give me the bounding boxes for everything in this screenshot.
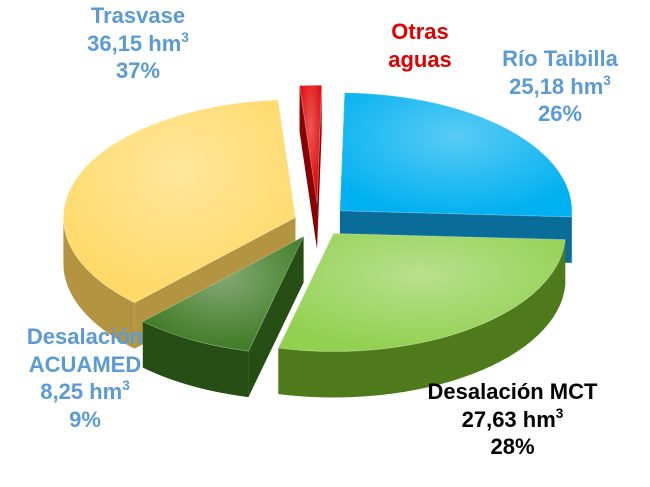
pie-slices (62, 84, 573, 352)
label-trasvase-percent: 37% (115, 58, 161, 83)
slice-otras-cut-1 (317, 85, 322, 250)
label-otras-line2: aguas (388, 46, 452, 72)
label-trasvase-name: Trasvase (90, 3, 186, 28)
label-taibilla-value: 25,18 hm3 (509, 72, 611, 99)
label-trasvase-value: 36,15 hm3 (87, 29, 189, 56)
slice-trasvase-highlight (63, 99, 296, 303)
label-taibilla-percent: 26% (537, 101, 583, 126)
slice-trasvase-wall-0 (63, 217, 135, 349)
label-mct-value: 27,63 hm3 (461, 405, 564, 432)
label-acuamed-percent: 9% (69, 406, 101, 432)
slice-mct-wall-0 (278, 239, 566, 398)
label-otras-aguas: Otras aguas (355, 18, 485, 73)
label-mct-name: Desalación MCT (427, 379, 598, 404)
label-taibilla-name: Río Taibilla (502, 46, 618, 71)
slice-otras-cut-0 (299, 85, 318, 250)
label-otras-line1: Otras (391, 19, 449, 44)
slice-otras-highlight (299, 85, 322, 204)
label-rio-taibilla: Río Taibilla 25,18 hm3 26% (470, 45, 650, 128)
label-mct-percent: 28% (490, 434, 535, 459)
label-acuamed-line1: Desalación (26, 324, 144, 349)
slice-acuamed-wall-0 (142, 321, 249, 398)
label-acuamed-value: 8,25 hm3 (40, 378, 130, 404)
slice-taibilla-highlight (339, 92, 572, 217)
label-desalacion-mct: Desalación MCT 27,63 hm3 28% (400, 378, 625, 461)
slice-acuamed-highlight (142, 236, 304, 352)
slice-mct-highlight (278, 233, 566, 352)
label-acuamed-line2: ACUAMED (28, 351, 142, 377)
label-trasvase: Trasvase 36,15 hm3 37% (38, 2, 238, 85)
label-desalacion-acuamed: Desalación ACUAMED 8,25 hm3 9% (0, 323, 170, 433)
